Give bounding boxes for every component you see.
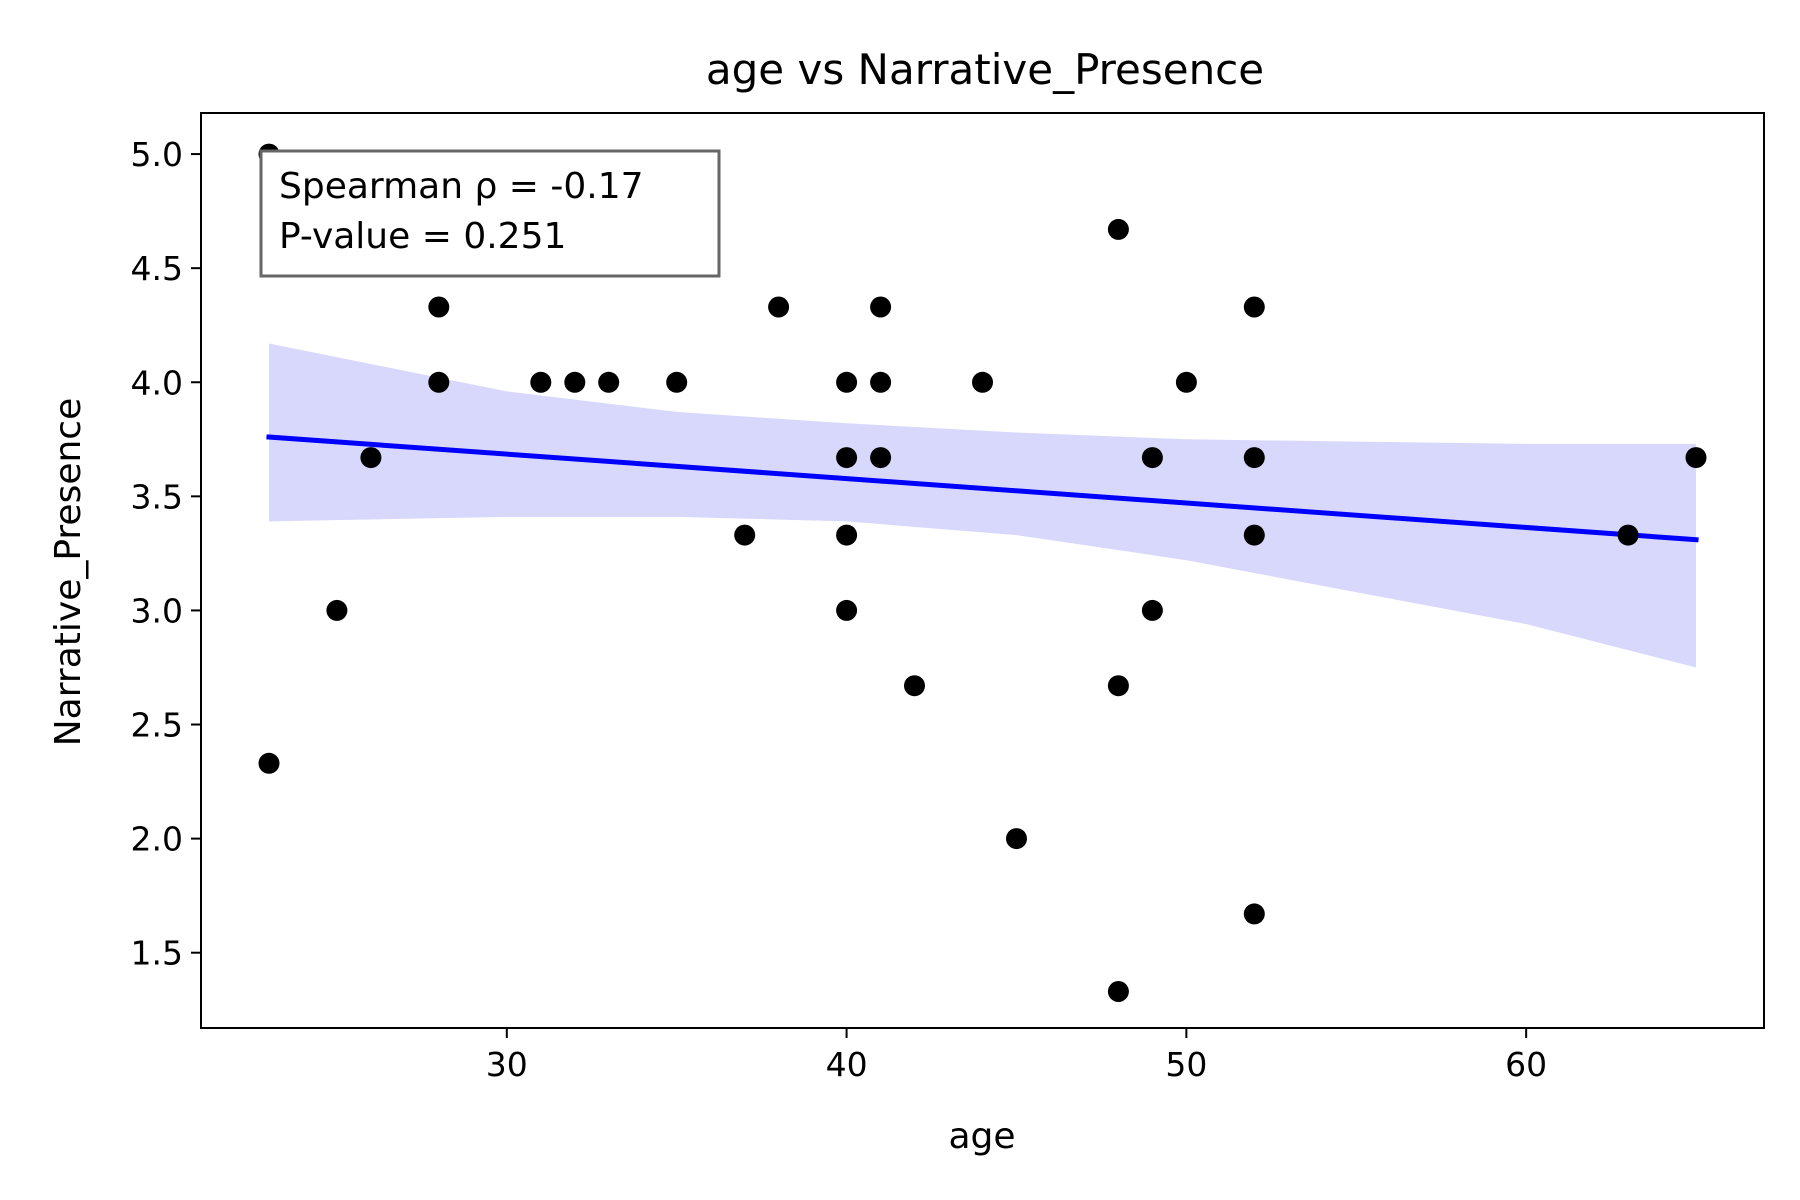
data-point-7 [564,371,586,393]
stats-annotation-box: Spearman ρ = -0.17 P-value = 0.251 [259,149,721,278]
x-tick-label-1: 40 [826,1045,868,1084]
annotation-line-spearman: Spearman ρ = -0.17 [279,166,644,207]
data-point-6 [530,371,552,393]
data-point-15 [836,599,858,621]
data-point-33 [1685,447,1707,469]
y-tick-label-7: 5.0 [131,135,183,174]
data-point-25 [1141,447,1163,469]
data-point-26 [1141,599,1163,621]
data-point-20 [972,371,993,393]
data-point-4 [428,296,450,318]
data-point-12 [836,371,858,393]
data-point-10 [734,524,756,546]
data-point-14 [836,524,858,546]
data-point-18 [870,447,892,469]
data-point-3 [360,447,382,469]
regression-line [266,434,1699,543]
data-point-13 [836,447,858,469]
y-axis-label: Narrative_Presence [48,398,89,747]
y-tick-label-6: 4.5 [131,249,183,288]
x-axis-label: age [948,1116,1015,1157]
data-point-11 [768,296,790,318]
data-point-27 [1175,371,1197,393]
y-tick-label-1: 2.0 [131,820,183,859]
data-point-24 [1107,981,1129,1002]
annotation-line-pvalue: P-value = 0.251 [279,216,566,257]
data-point-19 [904,675,925,697]
confidence-band [269,343,1696,668]
chart-title: age vs Narrative_Presence [706,45,1264,94]
x-tick-label-3: 60 [1505,1045,1547,1084]
data-point-5 [428,371,450,393]
data-point-22 [1107,218,1129,240]
y-tick-label-5: 4.0 [131,363,183,402]
x-tick-label-2: 50 [1165,1045,1207,1084]
data-point-21 [1006,828,1027,850]
x-axis-ticks: 30 40 50 60 [486,1028,1547,1084]
x-tick-label-0: 30 [486,1045,528,1084]
y-tick-label-0: 1.5 [131,934,183,973]
data-point-17 [870,371,892,393]
data-point-23 [1107,675,1129,697]
data-point-9 [666,371,688,393]
data-point-1 [258,752,280,774]
y-tick-label-3: 3.0 [131,591,183,630]
y-tick-label-4: 3.5 [131,477,183,516]
data-point-31 [1243,903,1265,925]
data-point-29 [1243,447,1265,469]
data-point-30 [1243,524,1265,546]
y-axis-ticks: 1.5 2.0 2.5 3.0 3.5 4.0 4.5 5.0 [131,135,201,973]
annotation-border [259,149,721,278]
data-point-32 [1617,524,1639,546]
data-point-28 [1243,296,1265,318]
confidence-band-layer [269,343,1696,668]
data-point-2 [326,599,348,621]
plot-area-frame [200,112,1765,1029]
data-point-16 [870,296,892,318]
y-tick-label-2: 2.5 [131,706,183,745]
regression-line-layer [266,434,1699,543]
data-point-8 [598,371,620,393]
data-points-layer [258,143,1707,1002]
